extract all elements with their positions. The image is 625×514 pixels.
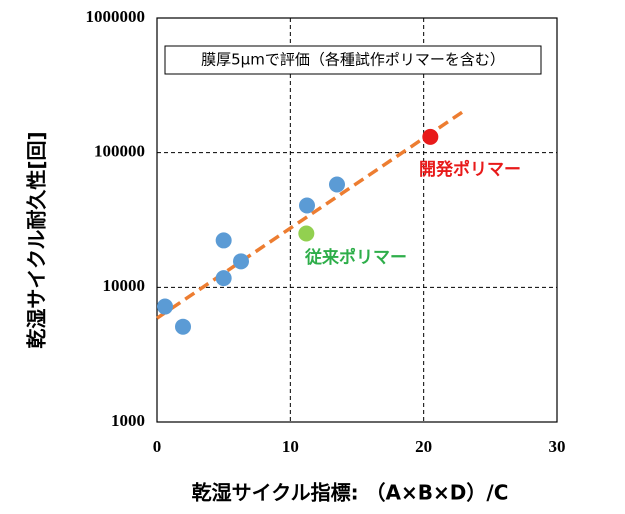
note-box xyxy=(164,45,542,75)
x-tick-label: 0 xyxy=(153,437,162,456)
y-tick-label: 10000 xyxy=(103,276,146,295)
x-axis-title: 乾湿サイクル指標: （A×B×D）/C xyxy=(192,481,509,505)
trend-line xyxy=(156,110,464,320)
note: 膜厚5μmで評価（各種試作ポリマーを含む） xyxy=(201,51,505,69)
point xyxy=(329,176,345,193)
annotation: 従来ポリマー xyxy=(304,247,407,268)
y-tick-label: 100000 xyxy=(94,142,145,161)
point xyxy=(175,318,191,335)
y-tick-label: 1000 xyxy=(111,411,145,430)
y-tick-label: 1000000 xyxy=(86,7,146,26)
x-tick-label: 20 xyxy=(415,437,432,456)
point xyxy=(299,197,315,214)
x-tick-label: 10 xyxy=(282,437,299,456)
point xyxy=(233,253,249,270)
point xyxy=(157,298,173,315)
y-axis-title: 乾湿サイクル耐久性[回] xyxy=(25,131,49,348)
point xyxy=(215,232,232,249)
plot-frame xyxy=(156,17,558,423)
point xyxy=(298,225,315,242)
annotation: 開発ポリマー xyxy=(419,159,521,180)
x-tick-label: 30 xyxy=(549,437,566,456)
point xyxy=(422,128,439,145)
point xyxy=(215,270,232,287)
